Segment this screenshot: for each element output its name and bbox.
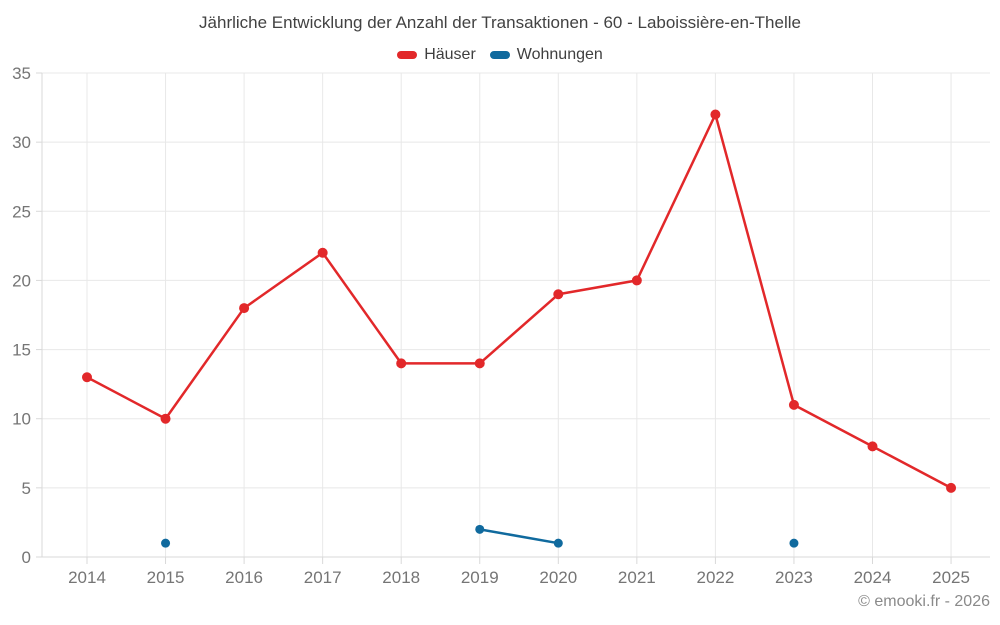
- data-point[interactable]: [82, 372, 92, 383]
- legend-label-haeuser: Häuser: [424, 46, 476, 63]
- data-point[interactable]: [788, 399, 799, 410]
- y-axis-tick-label: 35: [12, 64, 31, 83]
- x-axis-tick-label: 2020: [539, 568, 577, 587]
- chart-title: Jährliche Entwicklung der Anzahl der Tra…: [199, 13, 801, 32]
- data-point[interactable]: [161, 538, 171, 548]
- data-point[interactable]: [867, 441, 878, 452]
- y-axis-tick-label: 10: [12, 410, 31, 429]
- data-point[interactable]: [553, 538, 563, 548]
- y-axis-tick-label: 5: [22, 479, 31, 498]
- y-axis-tick-label: 30: [12, 133, 31, 152]
- series-line-haeuser: [85, 113, 953, 490]
- data-point[interactable]: [946, 482, 957, 493]
- x-axis-tick-label: 2014: [68, 568, 106, 587]
- legend-item-haeuser[interactable]: Häuser: [397, 46, 476, 64]
- y-axis-tick-label: 0: [22, 548, 31, 567]
- copyright-text: © emooki.fr - 2026: [858, 593, 990, 610]
- data-point[interactable]: [474, 358, 485, 369]
- legend-swatch-haeuser-icon: [397, 51, 418, 59]
- x-axis-tick-label: 2022: [696, 568, 734, 587]
- data-point[interactable]: [239, 303, 250, 314]
- data-point[interactable]: [396, 358, 407, 369]
- legend-swatch-wohnungen-icon: [489, 51, 510, 59]
- y-axis-tick-label: 15: [12, 341, 31, 360]
- series-line-wohnungen: [478, 528, 560, 545]
- x-axis-tick-label: 2018: [382, 568, 420, 587]
- data-point[interactable]: [160, 413, 171, 424]
- x-axis-tick-label: 2017: [304, 568, 342, 587]
- x-axis-tick-label: 2016: [225, 568, 263, 587]
- x-axis-tick-label: 2021: [618, 568, 656, 587]
- x-axis-tick-label: 2025: [932, 568, 970, 587]
- y-axis-tick-label: 20: [12, 271, 31, 290]
- x-axis-tick-label: 2015: [147, 568, 185, 587]
- x-axis-tick-label: 2019: [461, 568, 499, 587]
- data-point[interactable]: [710, 109, 721, 120]
- x-axis-tick-label: 2024: [854, 568, 892, 587]
- data-point[interactable]: [317, 247, 328, 258]
- data-point[interactable]: [553, 289, 564, 300]
- x-axis-tick-label: 2023: [775, 568, 813, 587]
- legend-item-wohnungen[interactable]: Wohnungen: [489, 46, 603, 64]
- data-point[interactable]: [789, 538, 799, 548]
- data-point[interactable]: [475, 524, 485, 534]
- data-point[interactable]: [631, 275, 642, 286]
- legend-label-wohnungen: Wohnungen: [516, 46, 603, 63]
- y-axis-tick-label: 25: [12, 202, 31, 221]
- chart-legend: Häuser Wohnungen: [0, 46, 1000, 64]
